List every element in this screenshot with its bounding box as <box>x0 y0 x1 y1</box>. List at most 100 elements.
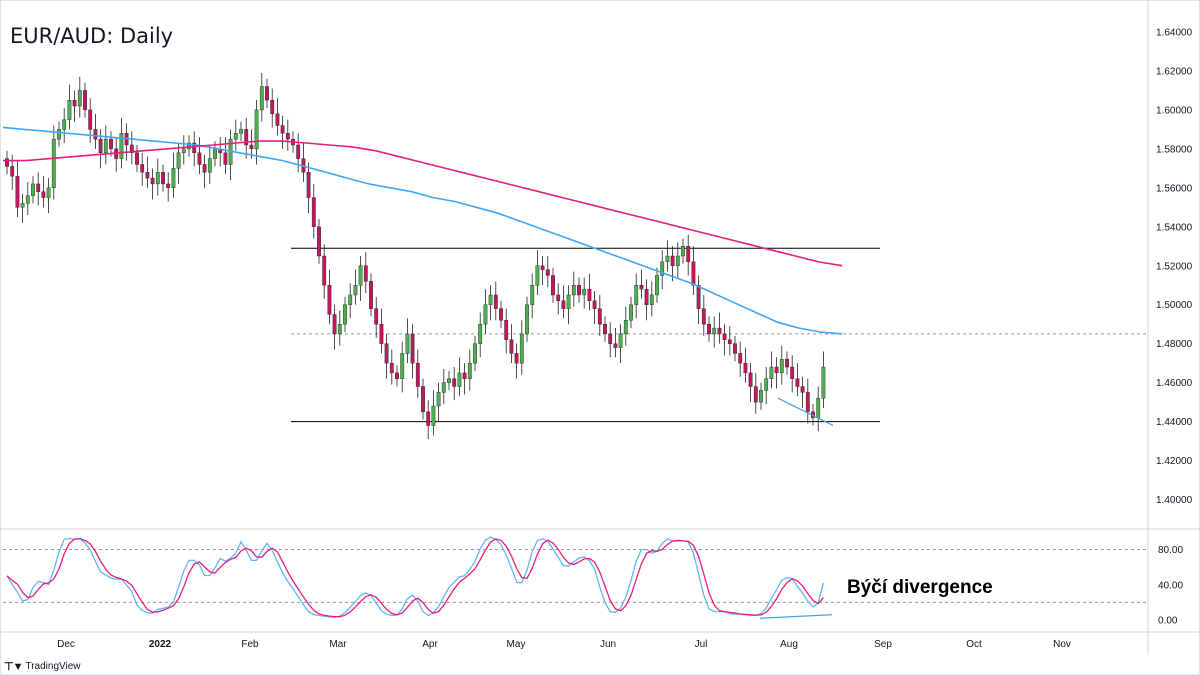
moving-averages <box>2 126 843 427</box>
candle <box>473 335 477 371</box>
candle <box>384 333 389 379</box>
candle <box>353 269 358 305</box>
candle <box>457 357 462 397</box>
candle <box>192 131 197 167</box>
candle <box>337 310 342 346</box>
candle <box>665 240 670 272</box>
candle <box>187 135 191 157</box>
candle <box>415 349 420 399</box>
stoch-tick-label: 80.00 <box>1158 545 1183 556</box>
candle <box>499 300 503 329</box>
candle <box>764 367 769 405</box>
time-tick-label: Mar <box>329 639 347 650</box>
candle <box>462 363 467 395</box>
candle <box>20 193 25 223</box>
candle <box>727 326 732 356</box>
candle <box>712 316 717 348</box>
time-tick-label: Jul <box>695 639 708 650</box>
candle <box>509 324 514 364</box>
candle <box>592 291 597 325</box>
candle <box>379 308 384 354</box>
candle <box>275 98 280 136</box>
candle <box>478 312 483 358</box>
candle <box>748 363 753 403</box>
candle <box>436 382 441 422</box>
candle <box>634 273 639 319</box>
stochastic-axis[interactable]: 80.00 40.00 0.00 <box>1158 545 1183 627</box>
candle <box>686 234 691 276</box>
candle <box>161 164 165 192</box>
candle <box>296 133 301 173</box>
stoch-d-line <box>6 538 824 618</box>
candle <box>743 347 748 383</box>
time-tick-label: Aug <box>780 639 798 650</box>
brand-label: TradingView <box>25 661 81 672</box>
candle <box>51 125 56 200</box>
candle <box>57 121 61 147</box>
price-tick-label: 1.50000 <box>1156 300 1193 311</box>
candle <box>223 137 228 175</box>
candle <box>525 296 529 342</box>
time-tick-label: Feb <box>241 639 259 650</box>
candle <box>649 281 654 317</box>
candle <box>530 273 535 319</box>
time-axis[interactable]: Dec 2022 Feb Mar Apr May Jun Jul Aug Sep Oct Nov <box>57 639 1071 650</box>
candle <box>119 117 124 169</box>
candle <box>228 129 233 181</box>
candle <box>722 324 727 356</box>
candle <box>514 343 519 379</box>
candle <box>348 283 353 319</box>
candle <box>545 256 550 288</box>
candle <box>36 172 41 206</box>
time-tick-label: Dec <box>57 639 75 650</box>
candle <box>280 115 285 149</box>
candle <box>540 256 545 286</box>
candle <box>103 125 108 165</box>
candle <box>587 273 592 311</box>
candle <box>285 119 290 151</box>
candle <box>577 277 581 303</box>
candle <box>483 289 488 334</box>
candle <box>254 100 259 165</box>
candle <box>145 156 150 188</box>
time-tick-label: Nov <box>1053 639 1071 650</box>
candle <box>597 294 602 336</box>
candle <box>31 176 35 204</box>
candle <box>327 269 332 325</box>
candle <box>67 84 72 130</box>
candle <box>363 252 368 294</box>
price-tick-label: 1.54000 <box>1156 222 1193 233</box>
candle <box>738 341 743 377</box>
price-axis[interactable]: 1.64000 1.62000 1.60000 1.58000 1.56000 1.540… <box>1156 28 1193 507</box>
candle <box>644 279 649 321</box>
time-tick-label: May <box>507 639 526 650</box>
candle <box>306 162 311 214</box>
tradingview-logo[interactable]: ⊤▼ TradingView <box>4 660 81 673</box>
candle <box>571 271 576 307</box>
chart-title: EUR/AUD: Daily <box>10 24 174 48</box>
candle <box>582 277 587 309</box>
candle <box>332 304 337 350</box>
candle <box>233 119 238 151</box>
candle <box>389 349 394 385</box>
candle <box>504 308 509 354</box>
candle <box>140 152 145 186</box>
candle <box>41 176 46 208</box>
candle <box>265 78 269 108</box>
time-tick-label: Apr <box>422 639 438 650</box>
candle <box>270 88 275 128</box>
candle <box>77 76 82 118</box>
candles <box>5 72 826 440</box>
price-tick-label: 1.56000 <box>1156 183 1193 194</box>
time-tick-label: 2022 <box>149 639 172 650</box>
candle <box>249 129 254 159</box>
candle <box>62 107 67 144</box>
price-tick-label: 1.42000 <box>1156 456 1193 467</box>
candle <box>561 285 566 319</box>
candle <box>374 296 379 338</box>
candle <box>707 316 711 342</box>
price-tick-label: 1.52000 <box>1156 261 1193 272</box>
candle <box>623 306 628 346</box>
time-tick-label: Jun <box>600 639 616 650</box>
